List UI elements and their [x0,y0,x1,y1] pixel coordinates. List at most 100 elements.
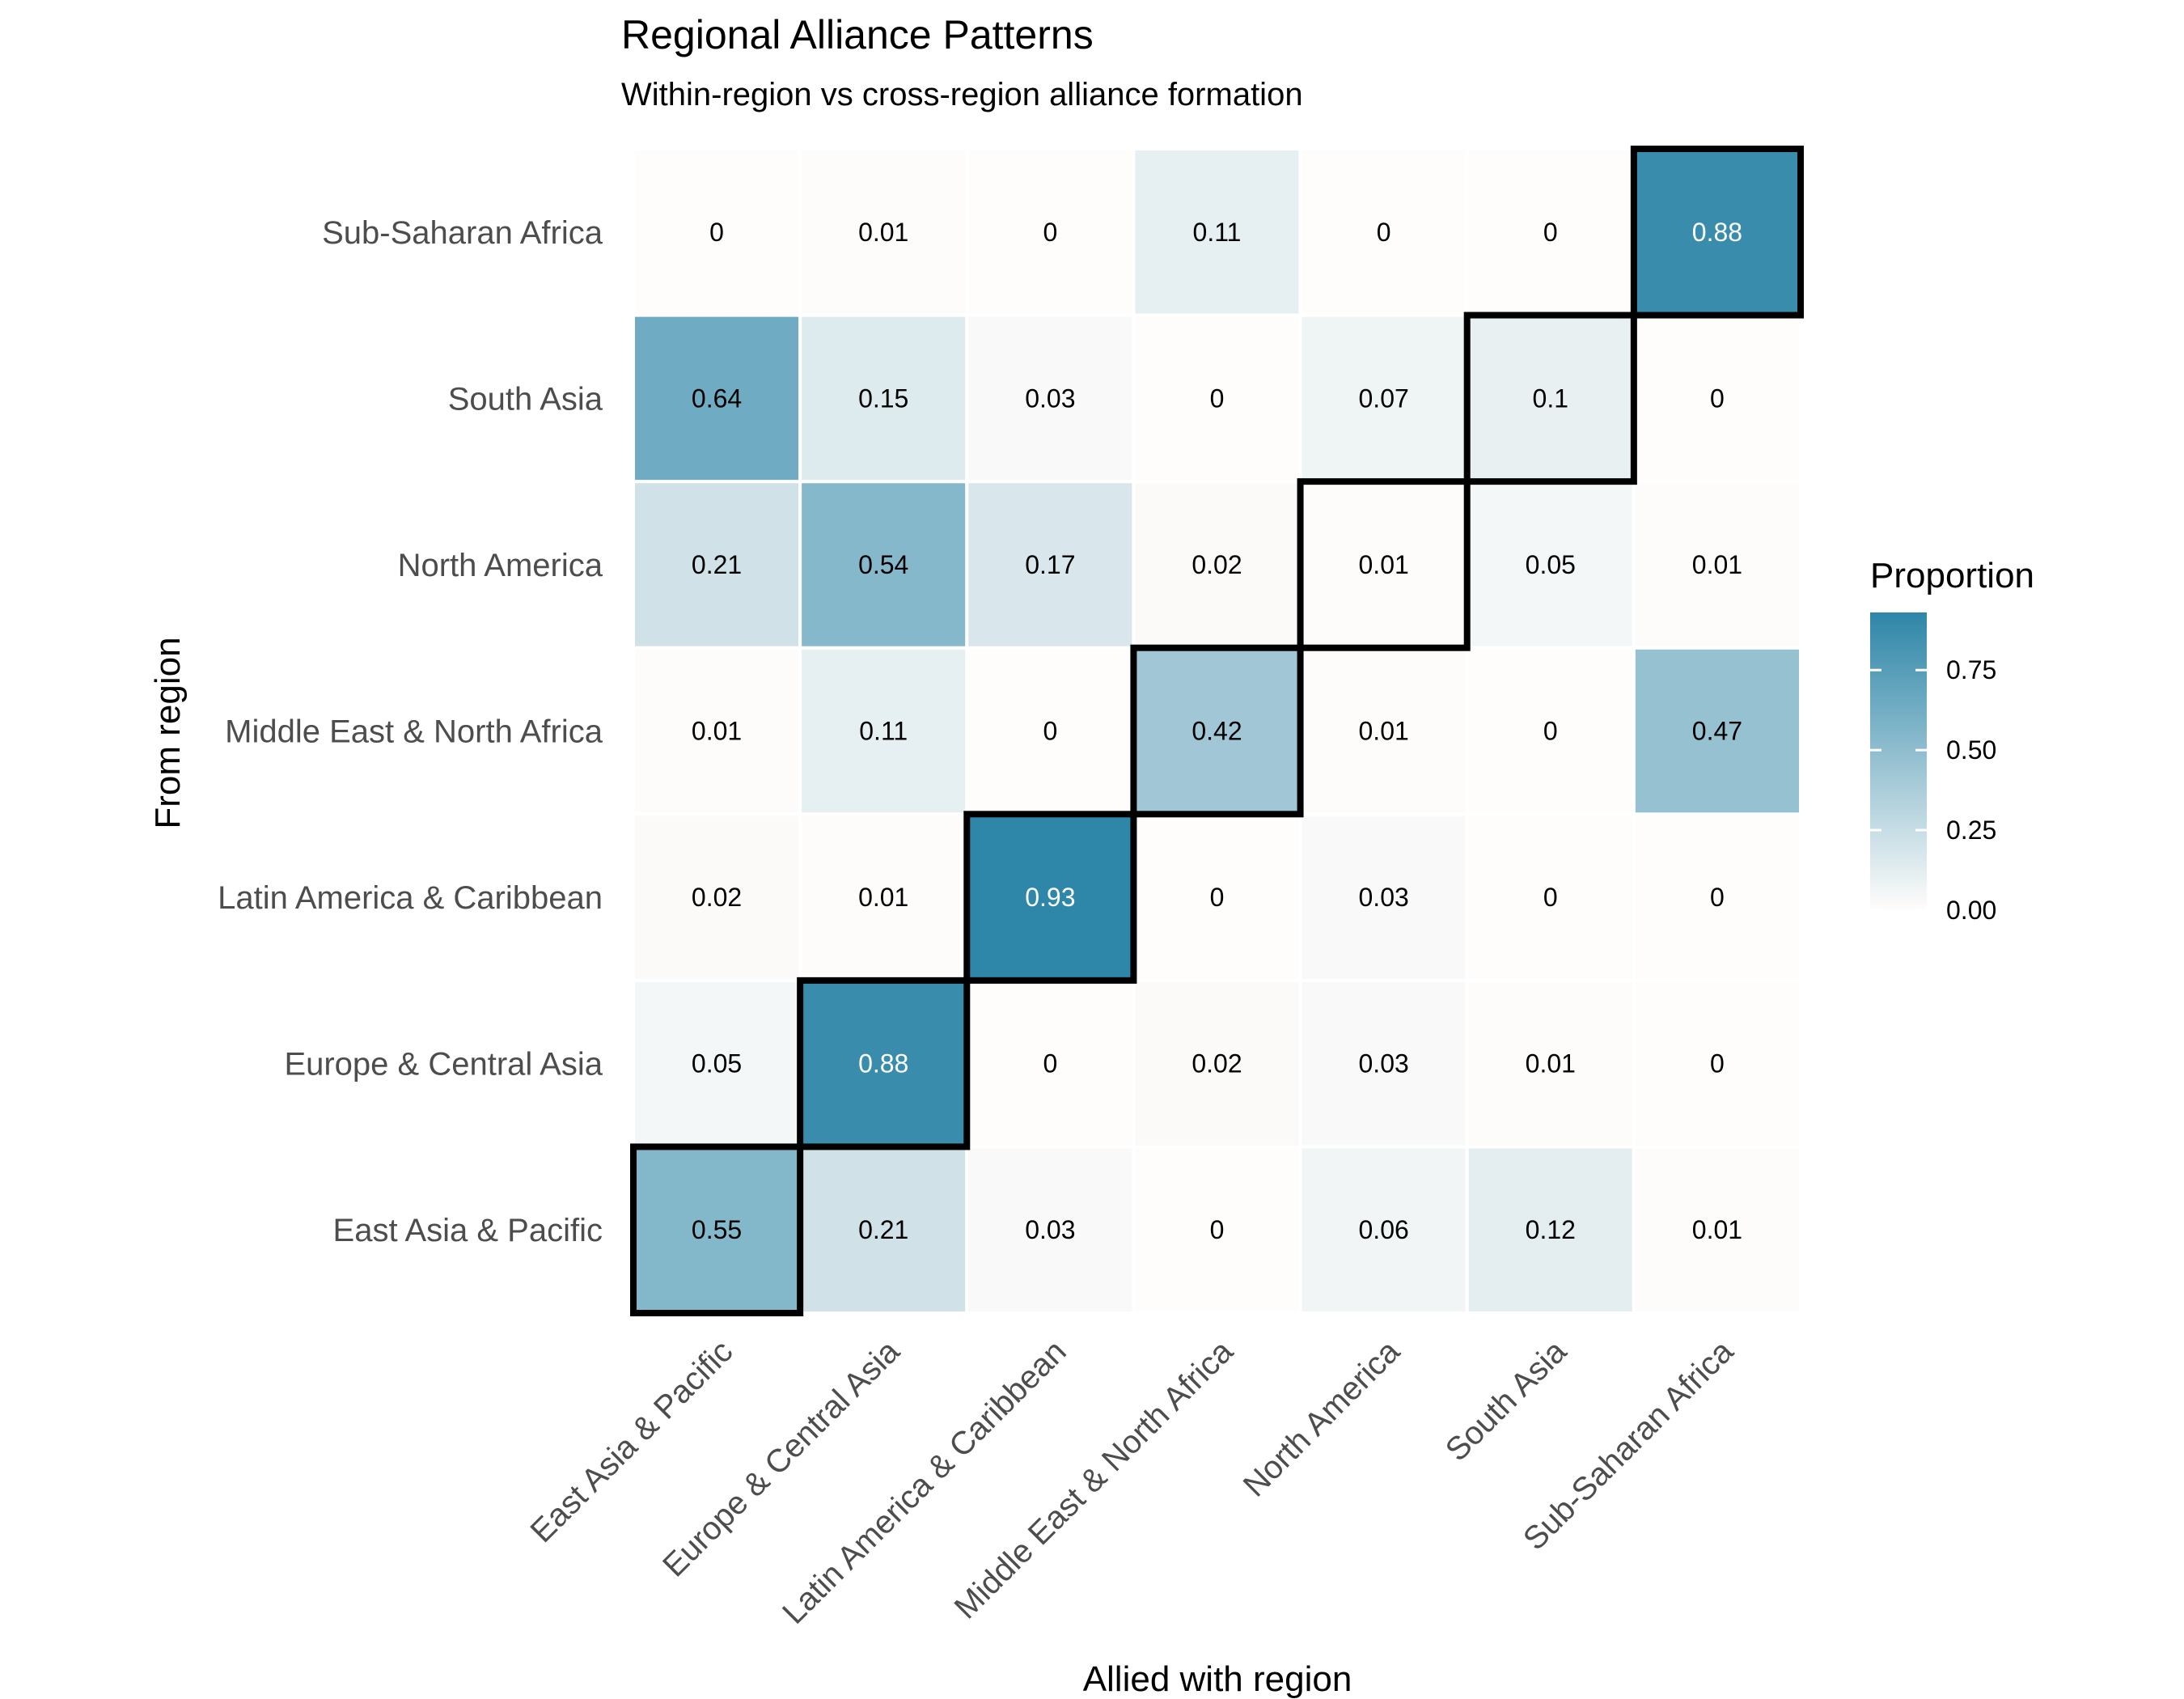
cell-value-label: 0.17 [1025,550,1075,579]
cell-value-label: 0 [1043,717,1057,746]
cell-value-label: 0.07 [1359,383,1409,413]
legend-ticks: 0.00 0.25 0.50 0.75 [1870,655,1996,925]
x-tick-label: South Asia [1439,1333,1574,1468]
y-tick-label: South Asia [448,381,603,417]
cell-value-label: 0.03 [1359,1049,1409,1078]
cell-value-label: 0.03 [1025,383,1075,413]
cell-value-label: 0.54 [858,550,908,579]
y-tick-label: Europe & Central Asia [284,1047,603,1083]
heatmap-cell [1632,147,1803,317]
heatmap-cell [632,480,802,650]
heatmap-cell [632,978,802,1149]
cell-value-label: 0 [1543,883,1558,912]
heatmap-cell [1298,812,1469,982]
cell-value-label: 0 [1710,1049,1725,1078]
cell-value-label: 0.11 [1193,218,1242,247]
legend-tick-label: 0.25 [1946,816,1996,845]
cell-value-label: 0.01 [1359,717,1409,746]
cell-value-label: 0 [1043,218,1057,247]
cell-value-label: 0 [1210,383,1225,413]
cell-value-label: 0.01 [1692,1215,1742,1244]
cell-value-label: 0.05 [692,1049,742,1078]
cell-value-label: 0.47 [1692,717,1742,746]
y-tick-label: Middle East & North Africa [225,714,603,750]
y-tick-label: East Asia & Pacific [333,1213,603,1248]
chart-subtitle: Within-region vs cross-region alliance f… [621,77,1303,112]
x-tick-label: Latin America & Caribbean [776,1333,1073,1631]
heatmap-cell [1298,1145,1469,1316]
cell-value-label: 0.93 [1025,883,1075,912]
cell-value-label: 0.03 [1025,1215,1075,1244]
cell-value-label: 0.05 [1526,550,1576,579]
cell-value-label: 0.03 [1359,883,1409,912]
diagonal-highlight-box [630,1143,804,1317]
legend-tick-label: 0.00 [1946,896,1996,925]
cell-value-label: 0.01 [692,717,742,746]
cell-value-label: 0.42 [1191,717,1242,746]
y-tick-label: Latin America & Caribbean [218,880,603,916]
cell-value-label: 0 [1210,883,1225,912]
cell-value-label: 0.64 [692,383,742,413]
diagonal-highlights [630,146,1805,1317]
cell-value-label: 0.1 [1533,383,1568,413]
legend-tick-label: 0.50 [1946,735,1996,765]
heatmap-cell [965,313,1136,484]
diagonal-highlight-box [797,977,971,1150]
heatmap-cell [798,646,969,816]
color-legend: Proportion 0.00 0.25 0.50 0.75 [1870,556,2034,925]
cell-value-label: 0.01 [1526,1049,1576,1078]
cell-value-label: 0 [1043,1049,1057,1078]
cell-value-label: 0.01 [858,883,908,912]
heatmap-cell [1132,147,1302,317]
heatmap-cell [632,1145,802,1316]
cell-value-label: 0 [1543,717,1558,746]
heatmap-cell [1465,147,1636,317]
x-axis-title: Allied with region [1083,1659,1352,1699]
diagonal-highlight-box [1297,478,1471,651]
cell-value-label: 0 [709,218,724,247]
cell-value-label: 0.88 [1692,218,1742,247]
legend-colorbar [1870,612,1927,910]
cell-value-label: 0.01 [858,218,908,247]
legend-tick-label: 0.75 [1946,655,1996,684]
heatmap-cell [632,147,802,317]
x-tick-label: North America [1237,1333,1407,1504]
diagonal-highlight-box [1630,146,1805,319]
heatmap-cell [1298,147,1469,317]
diagonal-highlight-box [1463,311,1637,485]
heatmap-cell [1632,646,1803,816]
heatmap-cell [1465,480,1636,650]
heatmap-cell [1465,812,1636,982]
cell-value-label: 0.02 [1191,1049,1242,1078]
cell-value-labels: 0.55 0.21 0.03 0 0.06 0.12 0.01 0.05 0.88 0 0.02 0.… [692,218,1742,1244]
diagonal-highlight-box [963,811,1137,984]
cell-value-label: 0.21 [692,550,742,579]
heatmap-cell [965,147,1136,317]
y-tick-label: Sub-Saharan Africa [322,215,603,251]
cell-value-label: 0.06 [1359,1215,1409,1244]
heatmap-cell [965,978,1136,1149]
cell-value-label: 0.55 [692,1215,742,1244]
x-tick-label: Middle East & North Africa [948,1333,1241,1626]
heatmap-cell [1632,313,1803,484]
cell-value-label: 0.01 [1359,550,1409,579]
heatmap-cell [1132,646,1302,816]
y-tick-labels: East Asia & Pacific Europe & Central Asia… [218,215,603,1248]
heatmap-cell [1632,812,1803,982]
cell-value-label: 0.02 [692,883,742,912]
heatmap-cell [798,812,969,982]
diagonal-highlight-box [1130,644,1304,818]
heatmap-cell [1632,480,1803,650]
cell-value-label: 0.21 [858,1215,908,1244]
heatmap-cell [1465,978,1636,1149]
cell-value-label: 0 [1377,218,1391,247]
cell-value-label: 0.01 [1692,550,1742,579]
cell-value-label: 0.11 [859,717,908,746]
cell-value-label: 0 [1210,1215,1225,1244]
heatmap-cell [1465,646,1636,816]
heatmap-cell [632,313,802,484]
heatmap-cell [1632,1145,1803,1316]
